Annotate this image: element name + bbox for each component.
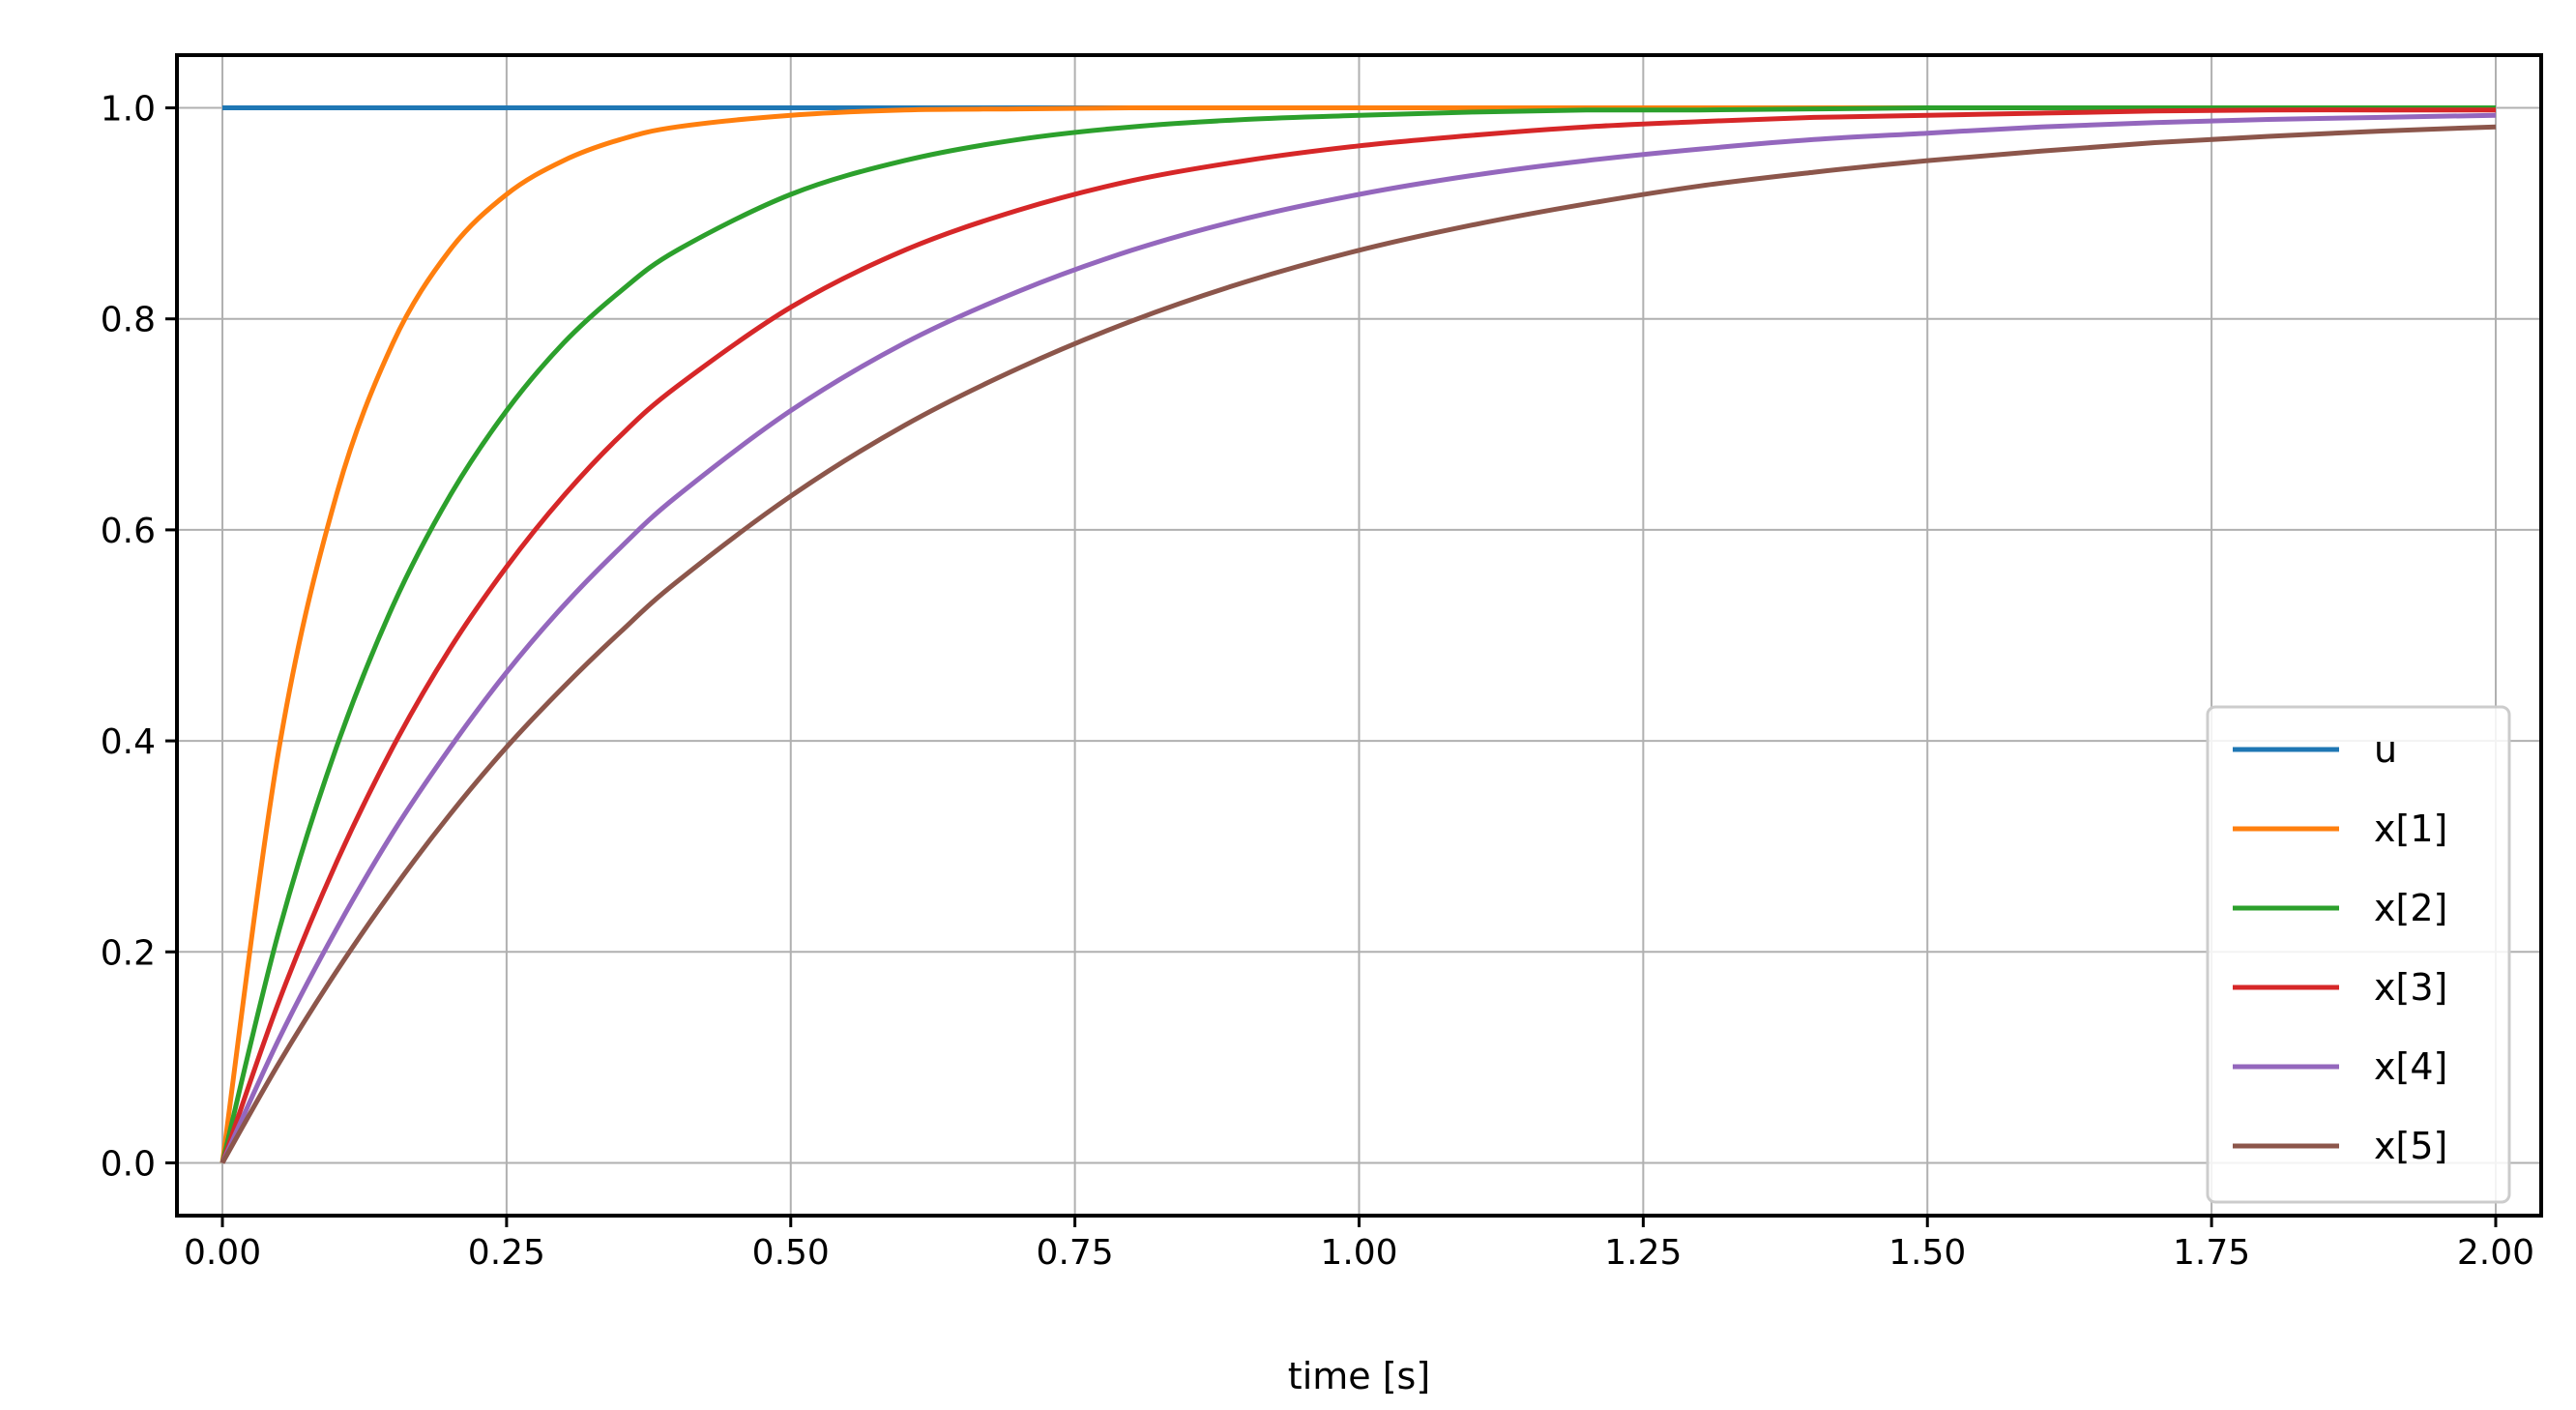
grid-layer xyxy=(177,55,2541,1216)
y-tick-label: 0.0 xyxy=(101,1144,156,1184)
x-tick-label: 1.00 xyxy=(1320,1233,1397,1273)
ticks-layer: 0.00 0.25 0.50 0.75 1.00 1.25 1.50 1.75 2.00 0.0 0… xyxy=(101,90,2534,1273)
x-tick-label: 0.00 xyxy=(184,1233,261,1273)
y-tick-label: 0.4 xyxy=(101,722,156,762)
y-tick-label: 0.8 xyxy=(101,301,156,340)
series-layer xyxy=(220,104,2497,1164)
legend-label: x[1] xyxy=(2374,808,2447,850)
x-tick-label: 1.75 xyxy=(2173,1233,2250,1273)
legend: u x[1] x[2] x[3] x[4] x[5] xyxy=(2206,705,2511,1204)
legend-box xyxy=(2206,705,2511,1204)
x-tick-label: 2.00 xyxy=(2457,1233,2534,1273)
legend-label: u xyxy=(2374,728,2397,771)
legend-label: x[4] xyxy=(2374,1045,2447,1088)
x-tick-label: 1.25 xyxy=(1604,1233,1682,1273)
y-tick-label: 1.0 xyxy=(101,90,156,130)
legend-label: x[5] xyxy=(2374,1125,2447,1167)
series-line-3 xyxy=(220,107,2496,1164)
x-tick-label: 1.50 xyxy=(1888,1233,1966,1273)
y-tick-label: 0.2 xyxy=(101,933,156,973)
x-tick-label: 0.75 xyxy=(1037,1233,1114,1273)
series-line-5 xyxy=(220,124,2497,1164)
x-tick-label: 0.25 xyxy=(468,1233,545,1273)
series-line-4 xyxy=(220,112,2497,1164)
legend-label: x[2] xyxy=(2374,887,2447,929)
legend-label: x[3] xyxy=(2374,966,2447,1009)
x-tick-label: 0.50 xyxy=(752,1233,830,1273)
x-axis-label: time [s] xyxy=(1288,1355,1430,1397)
y-tick-label: 0.6 xyxy=(101,512,156,551)
series-line-2 xyxy=(220,104,2496,1164)
